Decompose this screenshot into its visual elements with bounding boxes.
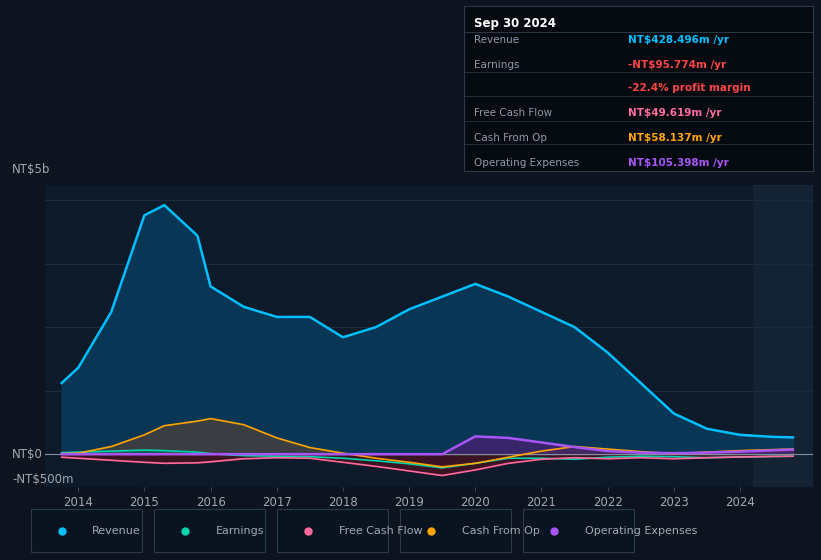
Text: -22.4% profit margin: -22.4% profit margin xyxy=(628,83,750,94)
Text: Cash From Op: Cash From Op xyxy=(475,133,548,143)
Text: Operating Expenses: Operating Expenses xyxy=(585,526,697,535)
Text: Revenue: Revenue xyxy=(92,526,141,535)
Text: Revenue: Revenue xyxy=(475,35,520,45)
Text: NT$5b: NT$5b xyxy=(12,164,51,176)
FancyBboxPatch shape xyxy=(154,509,264,552)
Text: Free Cash Flow: Free Cash Flow xyxy=(475,108,553,118)
Text: Sep 30 2024: Sep 30 2024 xyxy=(475,17,557,30)
Text: Free Cash Flow: Free Cash Flow xyxy=(339,526,422,535)
Text: Cash From Op: Cash From Op xyxy=(462,526,539,535)
Text: Operating Expenses: Operating Expenses xyxy=(475,157,580,167)
FancyBboxPatch shape xyxy=(524,509,635,552)
Text: NT$0: NT$0 xyxy=(12,447,44,461)
Text: NT$58.137m /yr: NT$58.137m /yr xyxy=(628,133,722,143)
Text: -NT$95.774m /yr: -NT$95.774m /yr xyxy=(628,60,726,70)
Text: NT$105.398m /yr: NT$105.398m /yr xyxy=(628,157,728,167)
FancyBboxPatch shape xyxy=(31,509,142,552)
Text: -NT$500m: -NT$500m xyxy=(12,473,74,486)
Text: Earnings: Earnings xyxy=(216,526,264,535)
Text: NT$49.619m /yr: NT$49.619m /yr xyxy=(628,108,722,118)
Bar xyxy=(753,185,819,487)
Text: Earnings: Earnings xyxy=(475,60,520,70)
Text: NT$428.496m /yr: NT$428.496m /yr xyxy=(628,35,729,45)
FancyBboxPatch shape xyxy=(277,509,388,552)
FancyBboxPatch shape xyxy=(401,509,511,552)
